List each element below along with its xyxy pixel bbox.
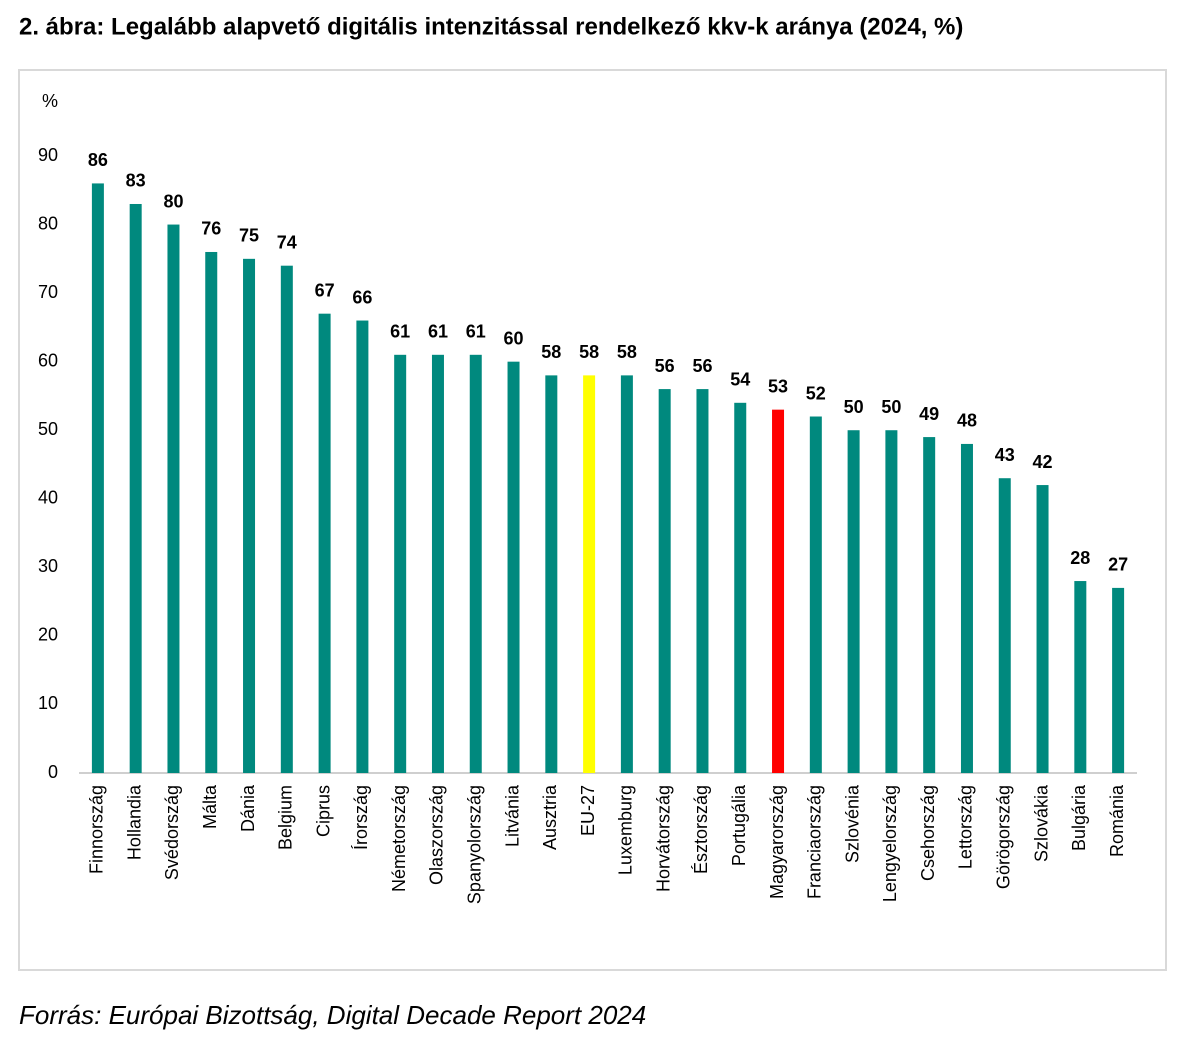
bar bbox=[734, 402, 747, 773]
x-tick-label: Portugália bbox=[729, 784, 749, 866]
bar bbox=[129, 203, 142, 773]
bar bbox=[431, 354, 444, 773]
value-label: 54 bbox=[730, 370, 750, 390]
x-tick-label: Franciaország bbox=[805, 785, 825, 899]
x-tick-label: Spanyolország bbox=[465, 785, 485, 904]
x-tick-label: Finnország bbox=[87, 785, 107, 874]
bar bbox=[923, 437, 936, 773]
value-label: 76 bbox=[201, 219, 221, 239]
x-tick-label: Magyarország bbox=[767, 785, 787, 899]
bar bbox=[91, 183, 104, 773]
bar bbox=[960, 443, 973, 773]
x-tick-label: Svédország bbox=[162, 785, 182, 880]
x-tick-label: Ciprus bbox=[313, 785, 333, 837]
value-label: 75 bbox=[239, 226, 259, 246]
x-tick-label: Bulgária bbox=[1069, 784, 1089, 851]
value-label: 50 bbox=[881, 397, 901, 417]
value-label: 27 bbox=[1108, 555, 1128, 575]
bar bbox=[658, 389, 671, 773]
bar bbox=[469, 354, 482, 773]
bar bbox=[885, 430, 898, 773]
value-label: 56 bbox=[655, 356, 675, 376]
x-tick-label: Észtország bbox=[691, 785, 711, 874]
y-tick-label: 70 bbox=[38, 282, 58, 302]
y-tick-label: 20 bbox=[38, 625, 58, 645]
value-label: 60 bbox=[504, 328, 524, 348]
bar bbox=[1112, 587, 1125, 773]
value-label: 61 bbox=[466, 322, 486, 342]
x-tick-label: Dánia bbox=[238, 784, 258, 832]
bar bbox=[809, 416, 822, 773]
value-label: 80 bbox=[163, 191, 183, 211]
value-label: 83 bbox=[126, 171, 146, 191]
value-label: 52 bbox=[806, 383, 826, 403]
value-label: 61 bbox=[428, 322, 448, 342]
y-tick-label: 40 bbox=[38, 488, 58, 508]
bar bbox=[772, 409, 785, 773]
x-tick-label: Ausztria bbox=[540, 784, 560, 850]
bar bbox=[998, 478, 1011, 773]
value-label: 42 bbox=[1033, 452, 1053, 472]
x-tick-label: Belgium bbox=[276, 785, 296, 850]
x-tick-label: Olaszország bbox=[427, 785, 447, 885]
bar bbox=[167, 224, 180, 774]
y-tick-label: 0 bbox=[48, 762, 58, 782]
value-label: 61 bbox=[390, 322, 410, 342]
value-label: 56 bbox=[692, 356, 712, 376]
bar bbox=[1074, 581, 1087, 773]
x-tick-label: Szlovénia bbox=[842, 784, 862, 863]
y-axis-label: % bbox=[42, 91, 58, 111]
x-tick-label: Litvánia bbox=[502, 784, 522, 847]
y-tick-label: 50 bbox=[38, 419, 58, 439]
bar bbox=[394, 354, 407, 773]
x-tick-label: Szlovákia bbox=[1031, 784, 1051, 862]
x-tick-label: Németország bbox=[389, 785, 409, 892]
bar bbox=[847, 430, 860, 773]
x-tick-label: Lettország bbox=[956, 785, 976, 869]
bar bbox=[620, 375, 633, 773]
x-tick-label: Luxemburg bbox=[616, 785, 636, 875]
value-label: 66 bbox=[352, 287, 372, 307]
value-label: 67 bbox=[315, 280, 335, 300]
bar bbox=[243, 258, 256, 773]
x-tick-label: Hollandia bbox=[124, 784, 144, 860]
y-tick-label: 80 bbox=[38, 213, 58, 233]
bar bbox=[583, 375, 596, 773]
bar bbox=[280, 265, 293, 773]
bar bbox=[696, 389, 709, 773]
value-label: 43 bbox=[995, 445, 1015, 465]
x-tick-label: Málta bbox=[200, 784, 220, 829]
y-tick-label: 60 bbox=[38, 350, 58, 370]
value-label: 50 bbox=[844, 397, 864, 417]
value-label: 58 bbox=[579, 342, 599, 362]
x-tick-label: Lengyelország bbox=[880, 785, 900, 902]
x-tick-label: Horvátország bbox=[653, 785, 673, 892]
chart-title: 2. ábra: Legalább alapvető digitális int… bbox=[19, 13, 963, 40]
bar bbox=[545, 375, 558, 773]
bar bbox=[356, 320, 369, 773]
value-label: 58 bbox=[617, 342, 637, 362]
y-tick-label: 10 bbox=[38, 693, 58, 713]
bar bbox=[205, 251, 218, 773]
bar bbox=[507, 361, 520, 773]
x-tick-label: Románia bbox=[1107, 784, 1127, 857]
value-label: 49 bbox=[919, 404, 939, 424]
value-label: 48 bbox=[957, 411, 977, 431]
value-label: 86 bbox=[88, 150, 108, 170]
source-note: Forrás: Európai Bizottság, Digital Decad… bbox=[19, 1000, 646, 1030]
y-tick-label: 90 bbox=[38, 145, 58, 165]
bar bbox=[318, 313, 331, 773]
y-tick-label: 30 bbox=[38, 556, 58, 576]
x-tick-label: Görögország bbox=[994, 785, 1014, 889]
value-label: 28 bbox=[1070, 548, 1090, 568]
x-tick-label: Írország bbox=[351, 785, 371, 850]
value-label: 58 bbox=[541, 342, 561, 362]
value-label: 74 bbox=[277, 232, 297, 252]
x-tick-label: Csehország bbox=[918, 785, 938, 881]
x-tick-label: EU-27 bbox=[578, 785, 598, 836]
bar bbox=[1036, 485, 1049, 773]
value-label: 53 bbox=[768, 376, 788, 396]
